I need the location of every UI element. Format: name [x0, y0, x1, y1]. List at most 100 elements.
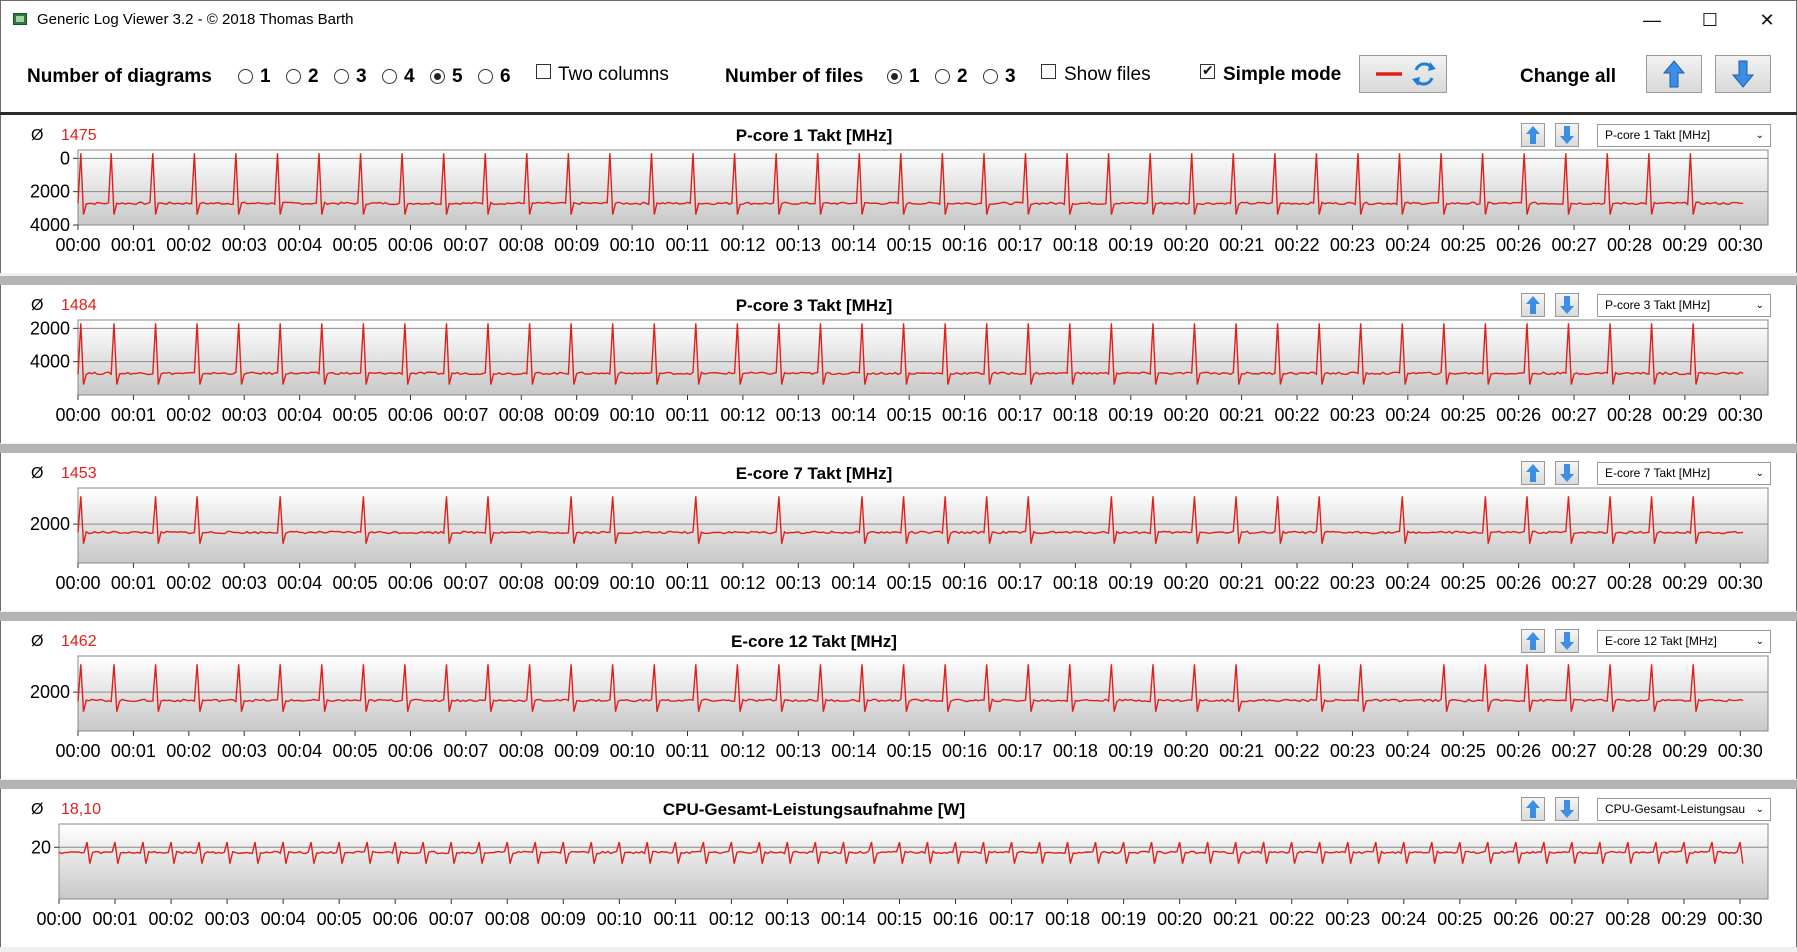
arrow-up-icon: [1526, 296, 1540, 314]
x-tick-label: 00:30: [1718, 405, 1763, 425]
diagrams-radio-2[interactable]: [286, 69, 301, 84]
chart-panel: Ø 1475 P-core 1 Takt [MHz] P-core 1 Takt…: [0, 115, 1797, 273]
files-radio-3[interactable]: [983, 69, 998, 84]
x-tick-label: 00:16: [942, 573, 987, 593]
series-select[interactable]: E-core 12 Takt [MHz] ⌄: [1597, 630, 1771, 653]
x-tick-label: 00:15: [887, 405, 932, 425]
x-tick-label: 00:01: [111, 235, 156, 255]
line-chart: 2000 00:00 00:01 00:02 00:03 00:04 00:05 00:06 0…: [30, 655, 1769, 761]
x-tick-label: 00:30: [1718, 573, 1763, 593]
files-radio-label-1: 1: [909, 66, 920, 87]
x-tick-label: 00:21: [1219, 405, 1264, 425]
move-down-button[interactable]: [1555, 797, 1579, 821]
y-tick-label: 2000: [30, 318, 70, 338]
x-tick-label: 00:20: [1164, 405, 1209, 425]
diagrams-radio-label-6: 6: [500, 66, 511, 87]
arrow-up-icon: [1526, 800, 1540, 818]
x-tick-label: 00:03: [205, 909, 250, 929]
x-tick-label: 00:29: [1662, 741, 1707, 761]
x-tick-label: 00:25: [1437, 909, 1482, 929]
x-tick-label: 00:03: [222, 405, 267, 425]
series-select[interactable]: P-core 3 Takt [MHz] ⌄: [1597, 294, 1771, 317]
panel-divider: [0, 612, 1797, 621]
x-tick-label: 00:26: [1493, 909, 1538, 929]
simple-mode-checkbox[interactable]: [1200, 62, 1215, 79]
close-button[interactable]: ✕: [1759, 10, 1775, 30]
diagrams-radio-label-2: 2: [308, 66, 319, 87]
diagrams-radio-4[interactable]: [382, 69, 397, 84]
diagrams-radio-3[interactable]: [334, 69, 349, 84]
two-columns-checkbox[interactable]: [536, 64, 551, 79]
move-up-button[interactable]: [1521, 461, 1545, 485]
series-select[interactable]: E-core 7 Takt [MHz] ⌄: [1597, 462, 1771, 485]
average-symbol: Ø: [31, 297, 44, 314]
x-tick-label: 00:13: [776, 235, 821, 255]
move-all-down-button[interactable]: [1715, 55, 1771, 93]
x-tick-label: 00:27: [1552, 573, 1597, 593]
chart-panel: Ø 1453 E-core 7 Takt [MHz] E-core 7 Takt…: [0, 453, 1797, 611]
x-tick-label: 00:07: [429, 909, 474, 929]
series-line: [77, 323, 1744, 385]
x-tick-label: 00:24: [1381, 909, 1426, 929]
series-select[interactable]: CPU-Gesamt-Leistungsau ⌄: [1597, 798, 1771, 821]
plot-area: [77, 655, 1769, 732]
diagrams-radio-1[interactable]: [238, 69, 253, 84]
series-line: [77, 664, 1744, 712]
move-up-button[interactable]: [1521, 629, 1545, 653]
arrow-down-icon: [1560, 464, 1574, 482]
x-tick-label: 00:00: [55, 235, 100, 255]
x-tick-label: 00:18: [1053, 573, 1098, 593]
x-tick-label: 00:04: [277, 235, 322, 255]
files-radio-1[interactable]: [887, 69, 902, 84]
y-tick-label: 2000: [30, 514, 70, 534]
x-tick-label: 00:21: [1219, 573, 1264, 593]
move-down-button[interactable]: [1555, 629, 1579, 653]
x-tick-label: 00:00: [55, 405, 100, 425]
window-title: Generic Log Viewer 3.2 - © 2018 Thomas B…: [37, 11, 354, 28]
x-tick-label: 00:09: [554, 573, 599, 593]
line-chart: 2000 00:00 00:01 00:02 00:03 00:04 00:05 00:06 0…: [30, 487, 1769, 593]
line-color-button[interactable]: [1359, 55, 1447, 93]
diagrams-radio-6[interactable]: [478, 69, 493, 84]
x-tick-label: 00:03: [222, 573, 267, 593]
x-tick-label: 00:03: [222, 741, 267, 761]
x-tick-label: 00:05: [333, 235, 378, 255]
chart-title: CPU-Gesamt-Leistungsaufnahme [W]: [662, 800, 966, 819]
x-tick-label: 00:04: [261, 909, 306, 929]
files-radio-2[interactable]: [935, 69, 950, 84]
x-tick-label: 00:02: [166, 573, 211, 593]
x-tick-label: 00:08: [499, 573, 544, 593]
x-tick-label: 00:09: [554, 741, 599, 761]
y-tick-label: 0: [60, 148, 70, 168]
diagrams-radio-5[interactable]: [430, 69, 445, 84]
series-select[interactable]: P-core 1 Takt [MHz] ⌄: [1597, 124, 1771, 147]
arrow-down-icon: [1731, 60, 1755, 88]
move-all-up-button[interactable]: [1646, 55, 1702, 93]
x-tick-label: 00:05: [333, 405, 378, 425]
move-down-button[interactable]: [1555, 123, 1579, 147]
show-files-checkbox[interactable]: [1041, 64, 1056, 79]
x-tick-label: 00:24: [1385, 235, 1430, 255]
x-tick-label: 00:19: [1108, 235, 1153, 255]
move-up-button[interactable]: [1521, 797, 1545, 821]
x-tick-label: 00:00: [55, 741, 100, 761]
x-tick-label: 00:05: [333, 741, 378, 761]
diagrams-radio-label-3: 3: [356, 66, 367, 87]
y-tick-label: 20: [31, 837, 51, 857]
x-tick-label: 00:06: [388, 405, 433, 425]
move-up-button[interactable]: [1521, 123, 1545, 147]
move-down-button[interactable]: [1555, 461, 1579, 485]
minimize-button[interactable]: —: [1643, 10, 1661, 30]
maximize-button[interactable]: ☐: [1701, 10, 1719, 30]
x-tick-label: 00:14: [831, 405, 876, 425]
x-tick-label: 00:24: [1385, 573, 1430, 593]
x-tick-label: 00:07: [443, 405, 488, 425]
arrow-down-icon: [1560, 632, 1574, 650]
x-tick-label: 00:16: [933, 909, 978, 929]
x-tick-label: 00:08: [485, 909, 530, 929]
diagrams-radio-label-4: 4: [404, 66, 415, 87]
change-all-label: Change all: [1520, 66, 1617, 87]
x-tick-label: 00:25: [1441, 741, 1486, 761]
move-up-button[interactable]: [1521, 293, 1545, 317]
move-down-button[interactable]: [1555, 293, 1579, 317]
